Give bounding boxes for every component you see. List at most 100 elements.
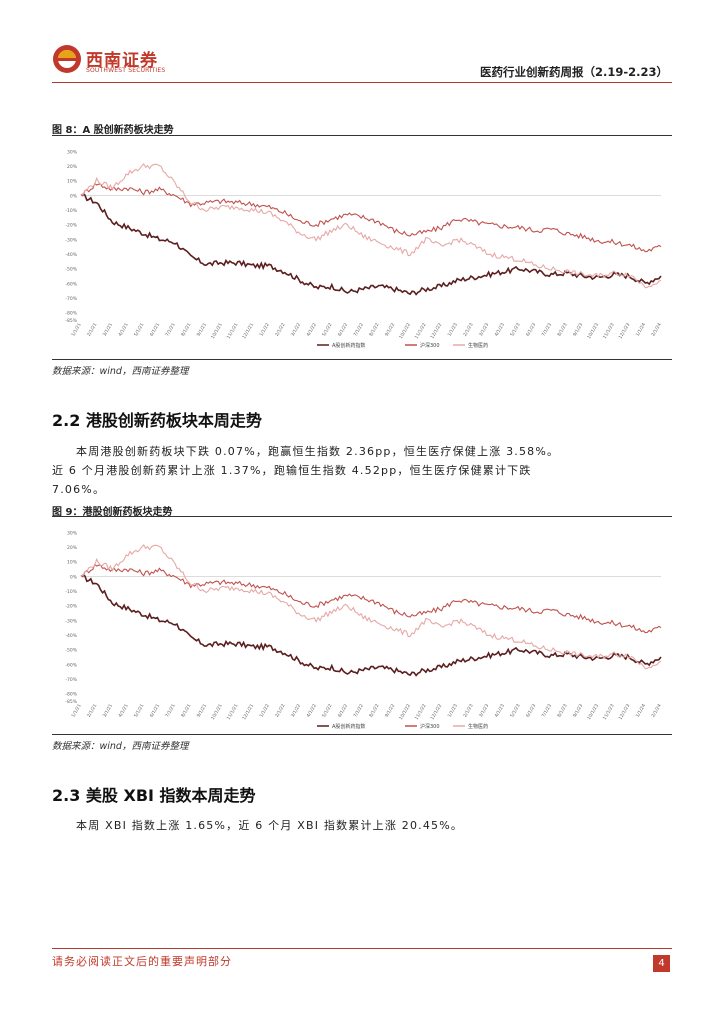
x-tick-label: 10/1/22 xyxy=(398,322,412,340)
y-tick-label: -10% xyxy=(65,589,77,595)
x-tick-label: 7/1/21 xyxy=(164,703,177,719)
x-tick-label: 9/1/22 xyxy=(384,703,397,719)
x-tick-label: 1/1/21 xyxy=(70,703,83,719)
x-tick-label: 2/1/24 xyxy=(650,322,663,338)
x-tick-label: 6/1/22 xyxy=(337,703,350,719)
x-tick-label: 11/1/21 xyxy=(226,322,240,340)
report-title: 医药行业创新药周报（2.19-2.23） xyxy=(479,65,668,79)
legend-label-1: A股创新药指数 xyxy=(332,342,365,349)
x-tick-label: 8/1/21 xyxy=(180,322,193,338)
x-tick-label: 12/1/22 xyxy=(429,322,443,340)
y-tick-label: 30% xyxy=(67,149,78,155)
x-tick-label: 2/1/22 xyxy=(274,703,287,719)
series-line-2 xyxy=(80,563,662,634)
x-tick-label: 9/1/23 xyxy=(572,322,585,338)
x-tick-label: 12/1/22 xyxy=(429,703,443,721)
x-tick-label: 1/1/23 xyxy=(447,703,460,719)
section-2-2-heading: 2.2 港股创新药板块本周走势 xyxy=(52,411,262,430)
logo-chinese-name: 西南证券 xyxy=(86,51,158,71)
y-tick-label: -85% xyxy=(65,699,77,705)
x-tick-label: 10/1/23 xyxy=(586,322,600,340)
page-number: 4 xyxy=(653,955,670,972)
x-tick-label: 5/1/23 xyxy=(509,322,522,338)
x-tick-label: 6/1/22 xyxy=(337,322,350,338)
footer-disclaimer: 请务必阅读正文后的重要声明部分 xyxy=(52,955,232,968)
figure-9-bottom-rule xyxy=(52,734,672,735)
x-tick-label: 4/1/22 xyxy=(305,322,318,338)
x-tick-label: 10/1/21 xyxy=(210,322,224,340)
x-tick-label: 9/1/21 xyxy=(196,703,209,719)
y-tick-label: -50% xyxy=(65,267,77,273)
y-tick-label: -85% xyxy=(65,318,77,324)
x-tick-label: 2/1/22 xyxy=(274,322,287,338)
series-line-3 xyxy=(80,162,662,289)
legend-label-2: 沪深300 xyxy=(420,342,440,349)
x-tick-label: 10/1/21 xyxy=(210,703,224,721)
x-tick-label: 11/1/22 xyxy=(414,703,428,721)
header-divider xyxy=(52,82,672,83)
figure-9-title: 图 9：港股创新药板块走势 xyxy=(52,507,173,518)
x-tick-label: 7/1/23 xyxy=(541,703,554,719)
x-tick-label: 9/1/23 xyxy=(572,703,585,719)
x-tick-label: 8/1/22 xyxy=(368,703,381,719)
x-tick-label: 3/1/21 xyxy=(102,703,115,719)
x-tick-label: 1/1/22 xyxy=(258,703,271,719)
x-tick-label: 4/1/22 xyxy=(305,703,318,719)
y-tick-label: 10% xyxy=(67,560,78,566)
figure-8-bottom-rule xyxy=(52,359,672,360)
x-tick-label: 1/1/24 xyxy=(635,703,648,719)
section-2-2-line-1: 本周港股创新药板块下跌 0.07%，跑赢恒生指数 2.36pp，恒生医疗保健上涨… xyxy=(76,445,560,458)
x-tick-label: 2/1/24 xyxy=(650,703,663,719)
company-logo: 西南证券 SOUTHWEST SECURITIES xyxy=(52,44,165,78)
x-tick-label: 3/1/21 xyxy=(102,322,115,338)
x-tick-label: 7/1/22 xyxy=(352,703,365,719)
x-tick-label: 8/1/23 xyxy=(556,322,569,338)
x-tick-label: 9/1/22 xyxy=(384,322,397,338)
y-tick-label: -80% xyxy=(65,692,77,698)
x-tick-label: 11/1/23 xyxy=(602,703,616,721)
x-tick-label: 3/1/22 xyxy=(290,322,303,338)
x-tick-label: 4/1/21 xyxy=(117,322,130,338)
logo-emblem-icon xyxy=(53,45,81,73)
x-tick-label: 4/1/23 xyxy=(494,322,507,338)
x-tick-label: 5/1/21 xyxy=(133,703,146,719)
y-tick-label: -60% xyxy=(65,662,77,668)
section-2-2-line-2: 近 6 个月港股创新药累计上涨 1.37%，跑输恒生指数 4.52pp，恒生医疗… xyxy=(52,464,532,477)
x-tick-label: 5/1/21 xyxy=(133,322,146,338)
figure-8-title: 图 8：A 股创新药板块走势 xyxy=(52,125,174,136)
line-chart-svg: 30% 20% 10% 0% -10% -20% -30% -40% -50% -60% -70% -… xyxy=(65,530,663,730)
x-tick-label: 12/1/21 xyxy=(241,322,255,340)
figure-8-source: 数据来源：wind，西南证券整理 xyxy=(52,366,189,377)
x-tick-label: 12/1/23 xyxy=(618,322,632,340)
x-tick-label: 2/1/23 xyxy=(462,322,475,338)
x-tick-label: 6/1/23 xyxy=(525,703,538,719)
series-line-1 xyxy=(80,193,662,296)
section-2-2-line-3: 7.06%。 xyxy=(52,483,106,496)
x-tick-label: 10/1/23 xyxy=(586,703,600,721)
x-tick-label: 4/1/21 xyxy=(117,703,130,719)
x-tick-label: 2/1/23 xyxy=(462,703,475,719)
legend-label-1: A股创新药指数 xyxy=(332,723,365,730)
x-tick-label: 1/1/23 xyxy=(447,322,460,338)
x-tick-label: 4/1/23 xyxy=(494,703,507,719)
x-tick-label: 10/1/22 xyxy=(398,703,412,721)
x-tick-label: 5/1/22 xyxy=(321,322,334,338)
x-tick-label: 8/1/22 xyxy=(368,322,381,338)
y-tick-label: 20% xyxy=(67,164,78,170)
legend-label-3: 生物医药 xyxy=(468,723,488,730)
x-tick-label: 7/1/23 xyxy=(541,322,554,338)
x-tick-label: 3/1/23 xyxy=(478,322,491,338)
line-chart-svg: 30% 20% 10% 0% -10% -20% -30% -40% -50% -60% -70% -… xyxy=(65,149,663,349)
y-tick-label: 20% xyxy=(67,545,78,551)
x-tick-label: 2/1/21 xyxy=(86,322,99,338)
x-tick-label: 5/1/22 xyxy=(321,703,334,719)
y-tick-label: -60% xyxy=(65,281,77,287)
x-tick-label: 1/1/22 xyxy=(258,322,271,338)
y-tick-label: 30% xyxy=(67,530,78,536)
y-tick-label: -70% xyxy=(65,677,77,683)
section-2-3-heading: 2.3 美股 XBI 指数本周走势 xyxy=(52,786,256,805)
y-tick-label: 10% xyxy=(67,179,78,185)
x-tick-label: 12/1/23 xyxy=(618,703,632,721)
x-tick-label: 7/1/22 xyxy=(352,322,365,338)
figure-8-top-rule xyxy=(52,135,672,136)
